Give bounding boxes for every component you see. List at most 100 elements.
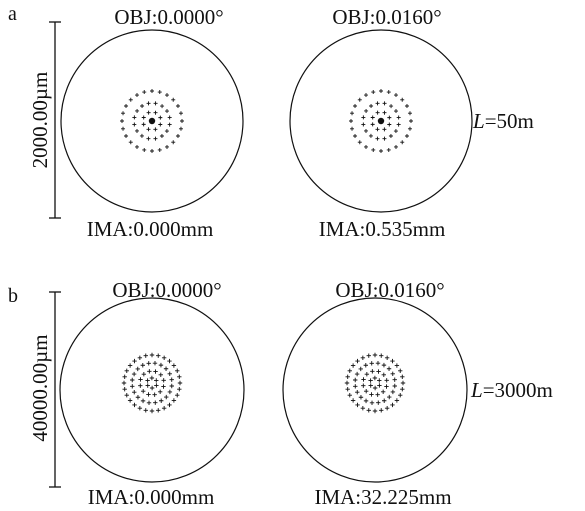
ray-intercept-mark [121, 126, 126, 131]
ray-intercept-mark [357, 140, 362, 145]
ray-intercept-mark [379, 149, 383, 153]
ray-intercept-mark [404, 134, 409, 138]
ray-intercept-mark [388, 134, 393, 139]
panel-a-spot-2-ima-label: IMA:0.535mm [319, 217, 446, 241]
ray-intercept-mark [363, 398, 369, 404]
ray-intercept-mark [393, 129, 398, 134]
panel-b-letter: b [8, 285, 18, 307]
ray-intercept-mark [400, 374, 405, 379]
ray-intercept-mark [157, 389, 163, 395]
panel-a-spot-2-obj-label: OBJ:0.0160° [332, 5, 441, 29]
ray-intercept-mark [400, 380, 406, 386]
ray-intercept-mark [169, 377, 174, 382]
ray-intercept-mark [394, 363, 400, 368]
ray-intercept-mark [161, 355, 167, 360]
ray-intercept-mark [347, 368, 352, 374]
panel-a-scale-label: 2000.00µm [28, 72, 52, 169]
ray-intercept-mark [135, 144, 139, 149]
ray-intercept-mark [363, 128, 368, 133]
ray-intercept-mark [149, 352, 155, 358]
panel-b-spot-2-points [344, 352, 406, 414]
ray-intercept-mark [390, 371, 395, 376]
panel-b-spot-2-ima-label: IMA:32.225mm [314, 485, 451, 509]
panel-b-length-value: =3000m [483, 378, 553, 402]
ray-intercept-mark [130, 384, 135, 389]
ray-intercept-mark [141, 122, 146, 127]
ray-intercept-mark [169, 383, 174, 389]
panel-b-scale-label: 40000.00µm [28, 334, 52, 441]
ray-intercept-mark [363, 388, 369, 394]
ray-intercept-mark [370, 369, 375, 374]
ray-intercept-mark [396, 122, 401, 127]
ray-intercept-mark [364, 371, 370, 377]
ray-intercept-mark [394, 93, 398, 98]
ray-intercept-mark [392, 383, 397, 389]
ray-intercept-mark [150, 149, 154, 153]
ray-intercept-mark [127, 398, 133, 403]
ray-intercept-mark [137, 406, 143, 411]
ray-intercept-mark [377, 378, 382, 383]
ray-intercept-mark [344, 380, 350, 386]
ray-intercept-mark [379, 89, 383, 93]
ray-intercept-mark [366, 353, 371, 358]
ray-intercept-mark [135, 366, 140, 372]
ray-intercept-mark [120, 119, 124, 123]
ray-intercept-mark [353, 104, 358, 108]
ray-intercept-mark [389, 104, 394, 109]
ray-intercept-mark [409, 119, 413, 123]
panel-a-spot-1-ima-label: IMA:0.000mm [87, 217, 214, 241]
ray-intercept-mark [387, 394, 392, 400]
panel-a-spot-1-points [120, 89, 184, 153]
ray-intercept-mark [372, 385, 378, 391]
ray-intercept-mark [145, 378, 150, 383]
ray-intercept-mark [159, 134, 164, 139]
panel-b-spot-1-ima-label: IMA:0.000mm [88, 485, 215, 509]
ray-intercept-mark [394, 398, 400, 403]
panel-a-spot-1-obj-label: OBJ:0.0000° [114, 5, 223, 29]
ray-intercept-mark [400, 97, 405, 102]
ray-intercept-mark [165, 144, 169, 149]
ray-intercept-mark [384, 384, 389, 389]
panel-a-length-symbol: L [472, 109, 485, 133]
ray-intercept-mark [360, 355, 366, 360]
ray-intercept-mark [175, 392, 180, 398]
ray-intercept-mark [345, 374, 350, 379]
ray-intercept-mark [146, 127, 151, 132]
ray-intercept-mark [159, 398, 164, 403]
ray-intercept-mark [349, 119, 353, 123]
panel-b-spot-2-obj-label: OBJ:0.0160° [335, 278, 444, 302]
ray-intercept-mark [146, 110, 151, 115]
ray-intercept-mark [376, 400, 381, 405]
ray-intercept-mark [158, 372, 164, 378]
ray-intercept-mark [384, 355, 390, 360]
ray-intercept-mark [384, 378, 389, 383]
ray-intercept-mark [379, 408, 384, 413]
ray-intercept-mark [135, 93, 139, 98]
ray-intercept-mark [364, 108, 369, 113]
ray-intercept-mark [163, 366, 169, 371]
ray-intercept-mark [404, 104, 409, 108]
ray-intercept-mark [142, 147, 147, 152]
ray-intercept-mark [369, 400, 375, 405]
ray-intercept-mark [161, 378, 166, 383]
ray-intercept-mark [178, 111, 183, 116]
ray-intercept-mark [140, 103, 145, 108]
ray-intercept-mark [375, 110, 380, 115]
ray-intercept-mark [361, 115, 366, 120]
panel-a-spot-2-points [349, 89, 413, 153]
ray-intercept-mark [156, 353, 161, 358]
ray-intercept-mark [132, 390, 137, 395]
panel-b-spot-2-airy-circle [282, 297, 468, 483]
ray-intercept-mark [138, 383, 143, 388]
ray-intercept-mark [146, 101, 151, 106]
ray-intercept-mark [147, 369, 152, 374]
ray-intercept-mark [382, 136, 387, 141]
ray-intercept-mark [379, 353, 384, 358]
ray-intercept-mark [355, 358, 360, 364]
ray-intercept-mark [137, 355, 143, 360]
ray-intercept-mark [175, 134, 180, 138]
ray-intercept-mark [390, 402, 395, 408]
ray-intercept-mark [372, 408, 378, 414]
